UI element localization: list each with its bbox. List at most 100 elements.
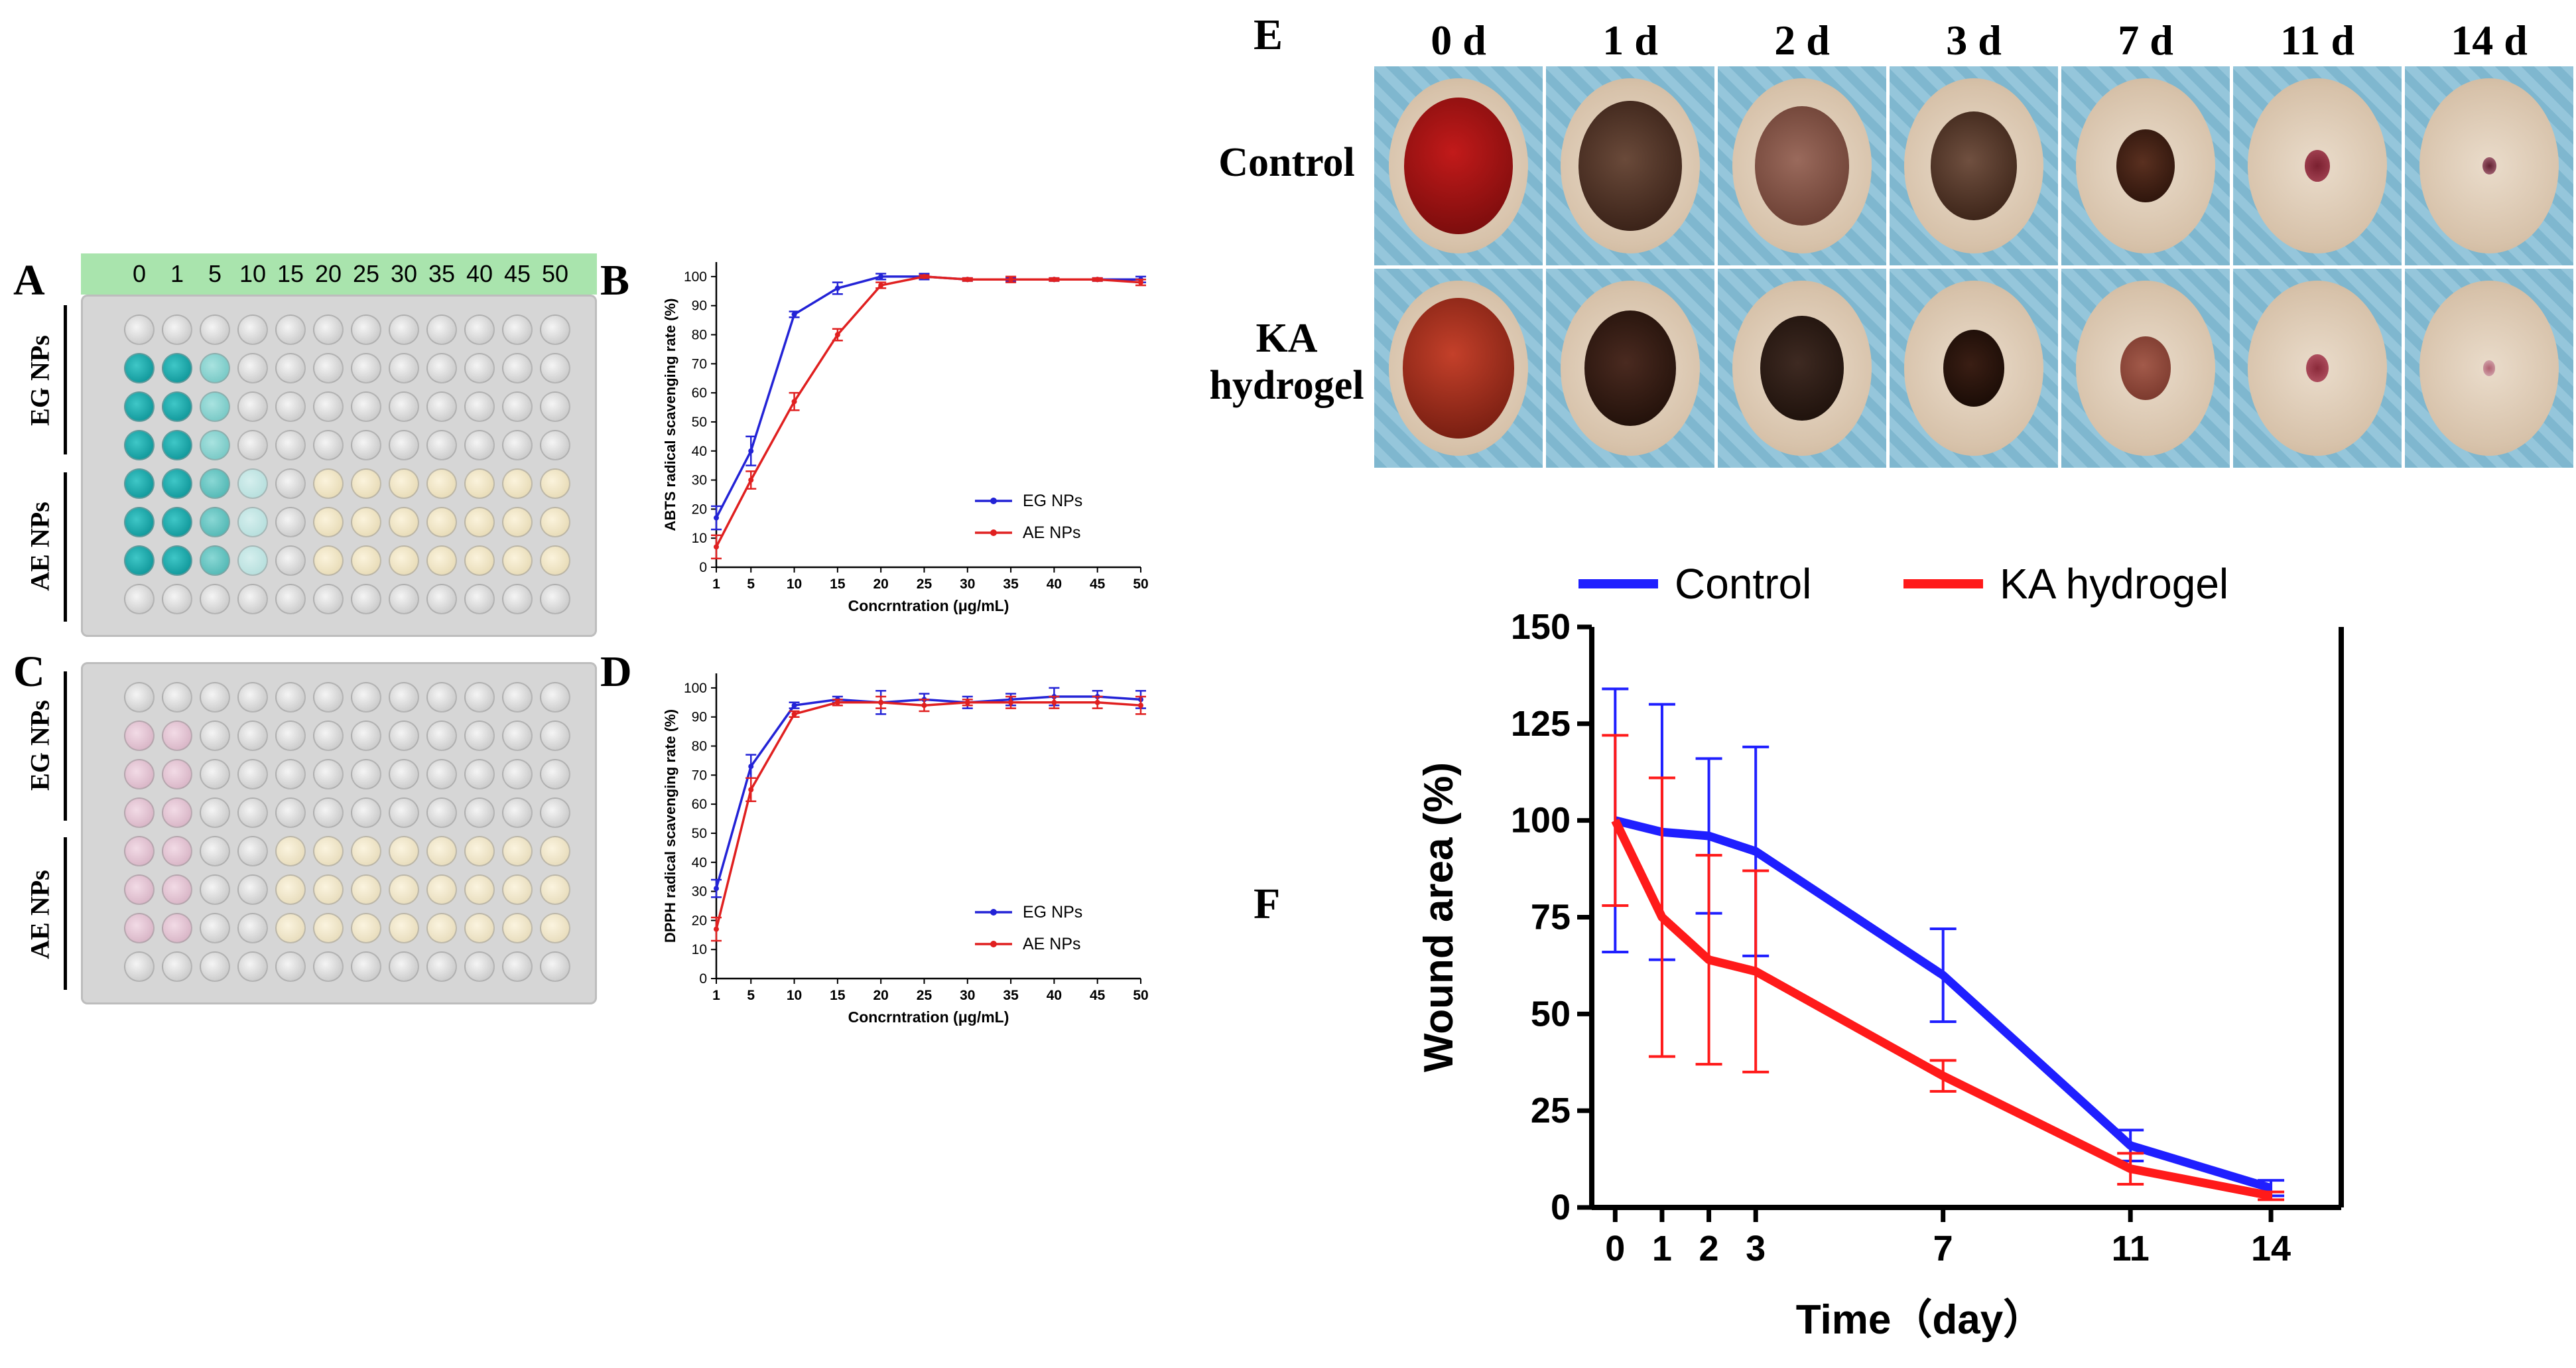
wound-spot	[1943, 329, 2005, 407]
x-axis-title: Concrntration (μg/mL)	[848, 597, 1009, 614]
plate-well	[351, 720, 381, 751]
plate-well	[313, 836, 344, 866]
group-bar-eg-c	[64, 671, 67, 821]
plate-well	[124, 951, 155, 982]
plate-well	[200, 836, 230, 866]
y-tick-label: 30	[692, 473, 707, 488]
plate-well	[389, 913, 419, 943]
data-point	[964, 277, 970, 283]
group-label-eg-a: EG NPs	[25, 335, 55, 426]
plate-well	[351, 797, 381, 828]
plate-well	[502, 797, 533, 828]
plate-well	[426, 759, 457, 789]
plate-well	[124, 353, 155, 383]
plate-well	[464, 759, 495, 789]
y-tick-label: 30	[692, 884, 707, 900]
plate-well	[124, 759, 155, 789]
plate-well	[540, 759, 570, 789]
panel-label-d: D	[600, 648, 632, 696]
well-plate-abts	[81, 295, 597, 637]
plate-well	[124, 468, 155, 499]
plate-well	[426, 468, 457, 499]
plate-well	[124, 584, 155, 614]
plate-well	[389, 584, 419, 614]
plate-well	[389, 836, 419, 866]
x-tick-label: 50	[1133, 988, 1148, 1003]
y-tick-label: 20	[692, 913, 707, 928]
plate-well	[426, 314, 457, 345]
plate-well	[540, 682, 570, 713]
plate-well	[389, 545, 419, 576]
data-point	[791, 399, 797, 405]
data-point	[748, 787, 754, 793]
plate-well	[313, 507, 344, 537]
plate-well	[162, 797, 192, 828]
plate-well	[237, 391, 268, 422]
data-point	[878, 699, 884, 705]
plate-well	[162, 759, 192, 789]
day-label: 11 d	[2280, 17, 2355, 64]
plate-well	[389, 797, 419, 828]
data-point	[748, 448, 754, 454]
plate-well	[313, 314, 344, 345]
plate-well	[200, 951, 230, 982]
plate-well	[540, 314, 570, 345]
panel-label-a: A	[13, 256, 45, 305]
plate-well	[200, 720, 230, 751]
plate-well	[200, 797, 230, 828]
legend-marker	[990, 498, 997, 504]
plate-well	[502, 836, 533, 866]
legend-label: AE NPs	[1023, 935, 1081, 953]
y-tick-label: 90	[692, 710, 707, 725]
plate-well	[200, 507, 230, 537]
plate-well	[540, 874, 570, 905]
data-point	[878, 283, 884, 289]
plate-well	[464, 797, 495, 828]
y-tick-label: 125	[1511, 704, 1571, 744]
data-point	[964, 699, 970, 705]
row-label-ka-text-1: KA	[1256, 316, 1318, 361]
y-tick-label: 40	[692, 855, 707, 870]
plate-well	[351, 759, 381, 789]
plate-well	[275, 797, 306, 828]
plate-well	[275, 951, 306, 982]
plate-well	[502, 545, 533, 576]
concentration-label: 10	[239, 260, 267, 287]
y-tick-label: 100	[684, 269, 707, 285]
plate-well	[540, 468, 570, 499]
data-point	[714, 926, 719, 932]
wound-spot	[1578, 101, 1682, 231]
plate-well	[275, 874, 306, 905]
plate-well	[502, 584, 533, 614]
plate-well	[464, 353, 495, 383]
y-tick-label: 60	[692, 385, 707, 401]
plate-well	[313, 430, 344, 460]
y-tick-label: 40	[692, 444, 707, 459]
concentration-label: 1	[170, 260, 184, 287]
data-point	[1094, 699, 1100, 705]
y-tick-label: 60	[692, 797, 707, 812]
data-point	[791, 711, 797, 717]
data-point	[834, 699, 840, 705]
wound-photo	[1890, 269, 2058, 468]
plate-well	[200, 759, 230, 789]
plate-well	[464, 951, 495, 982]
day-label: 3 d	[1946, 17, 2002, 64]
wound-photo	[1890, 66, 2058, 265]
row-label-ka-text-2: hydrogel	[1209, 363, 1364, 409]
group-label-eg-c: EG NPs	[25, 700, 55, 791]
plate-well	[540, 430, 570, 460]
y-tick-label: 80	[692, 739, 707, 754]
plate-well	[237, 720, 268, 751]
panel-label-e: E	[1254, 11, 1283, 59]
x-tick-label: 50	[1133, 577, 1148, 592]
plate-well	[502, 913, 533, 943]
plate-well	[426, 951, 457, 982]
legend-label: EG NPs	[1023, 492, 1082, 510]
legend-label: KA hydrogel	[2000, 560, 2228, 608]
wound-spot	[2306, 354, 2329, 383]
plate-well	[464, 836, 495, 866]
plate-well	[313, 797, 344, 828]
x-tick-label: 45	[1090, 988, 1106, 1003]
